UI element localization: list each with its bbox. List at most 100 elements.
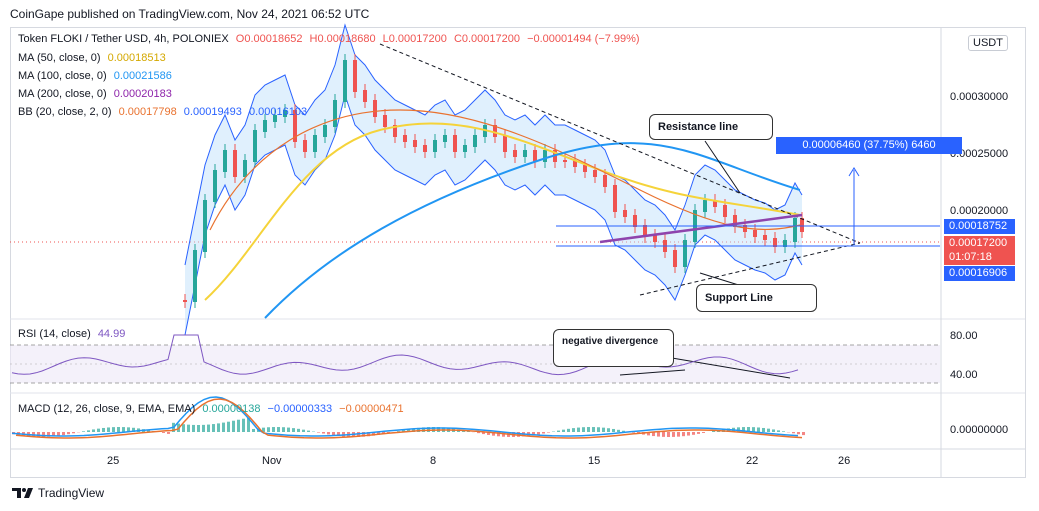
macd-histogram-bar — [607, 428, 610, 432]
candle — [263, 120, 267, 132]
macd-histogram-bar — [557, 430, 560, 432]
macd-histogram-bar — [307, 430, 310, 432]
resistance-callout[interactable]: Resistance line — [649, 114, 773, 140]
price-tag-last: 0.00017200 — [944, 236, 1015, 251]
symbol-title[interactable]: Token FLOKI / Tether USD, 4h, POLONIEX — [18, 33, 229, 45]
macd-histogram-bar — [532, 432, 535, 436]
macd-histogram-bar — [227, 421, 230, 432]
macd-histogram-bar — [417, 427, 420, 432]
macd-signal-line[interactable] — [15, 398, 803, 439]
upper-trendline[interactable] — [379, 43, 861, 244]
rsi-line[interactable] — [11, 334, 799, 376]
divergence-callout[interactable]: negative divergence — [553, 329, 674, 367]
macd-histogram-bar — [37, 432, 40, 437]
x-label-26: 26 — [838, 455, 851, 467]
measure-label[interactable]: 0.00006460 (37.75%) 6460 — [776, 137, 962, 154]
candle — [800, 218, 804, 232]
macd-label: MACD (12, 26, close, 9, EMA, EMA) — [18, 403, 196, 415]
candle — [773, 238, 777, 247]
macd-histogram-bar — [267, 427, 270, 432]
support-callout[interactable]: Support Line — [696, 284, 817, 312]
macd-legend[interactable]: MACD (12, 26, close, 9, EMA, EMA) 0.0000… — [18, 403, 408, 415]
ma100-legend[interactable]: MA (100, close, 0) 0.00021586 — [18, 70, 176, 82]
bb-label: BB (20, close, 2, 0) — [18, 106, 112, 118]
macd-histogram-bar — [677, 432, 680, 437]
macd-histogram-bar — [72, 432, 75, 434]
rsi-legend[interactable]: RSI (14, close) 44.99 — [18, 328, 129, 340]
bb-legend[interactable]: BB (20, close, 2, 0) 0.00017798 0.000194… — [18, 106, 311, 118]
macd-histogram-bar — [572, 428, 575, 432]
macd-histogram-bar — [212, 424, 215, 432]
macd-histogram-bar — [762, 427, 765, 432]
macd-line[interactable] — [11, 396, 799, 437]
macd-histogram-bar — [367, 432, 370, 437]
bollinger-band-fill — [185, 25, 802, 335]
price-tag-countdown: 01:07:18 — [944, 250, 1015, 265]
macd-histogram-bar — [187, 424, 190, 432]
macd-histogram-bar — [542, 432, 545, 434]
macd-histogram-bar — [287, 427, 290, 432]
candle — [563, 160, 567, 162]
candle — [183, 300, 187, 302]
candle — [503, 135, 507, 152]
currency-selector[interactable]: USDT — [968, 35, 1008, 51]
macd-histogram-bar — [297, 428, 300, 432]
macd-histogram-bar — [662, 432, 665, 437]
macd-histogram-bar — [332, 432, 335, 436]
ma200-legend[interactable]: MA (200, close, 0) 0.00020183 — [18, 88, 176, 100]
candle — [493, 125, 497, 137]
price-tag-support: 0.00016906 — [944, 266, 1015, 281]
macd-histogram-bar — [477, 432, 480, 434]
macd-histogram-bar — [647, 432, 650, 436]
rsi-lower-label: 40.00 — [950, 369, 978, 381]
purple-neckline[interactable] — [599, 213, 803, 244]
macd-histogram-bar — [322, 432, 325, 434]
candle — [583, 165, 587, 172]
macd-histogram-bar — [262, 427, 265, 432]
macd-histogram-bar — [797, 432, 800, 435]
candle — [593, 170, 597, 177]
publish-header: CoinGape published on TradingView.com, N… — [10, 7, 370, 21]
macd-histogram-bar — [782, 431, 785, 432]
candle — [363, 90, 367, 102]
macd-histogram-bar — [687, 432, 690, 436]
macd-histogram-bar — [757, 427, 760, 432]
macd-histogram-bar — [202, 424, 205, 432]
candle — [683, 240, 687, 267]
macd-histogram-bar — [692, 432, 695, 435]
candle — [523, 150, 527, 157]
lower-trendline[interactable] — [639, 242, 861, 296]
macd-histogram-bar — [492, 432, 495, 436]
ma50-label: MA (50, close, 0) — [18, 52, 101, 64]
footer-brand[interactable]: TradingView — [12, 486, 104, 500]
candle — [643, 225, 647, 237]
macd-histogram-bar — [547, 432, 550, 433]
candle — [473, 135, 477, 147]
candle — [413, 140, 417, 147]
macd-histogram-bar — [252, 428, 255, 432]
ma50-line[interactable] — [204, 122, 801, 301]
macd-histogram-bar — [802, 432, 805, 436]
candle — [673, 250, 677, 267]
rsi-label: RSI (14, close) — [18, 328, 91, 340]
macd-histogram-bar — [702, 432, 705, 433]
candle — [283, 110, 287, 117]
macd-signal-value: −0.00000471 — [339, 403, 404, 415]
ma50-legend[interactable]: MA (50, close, 0) 0.00018513 — [18, 52, 170, 64]
macd-histogram-bar — [217, 423, 220, 432]
candle — [443, 135, 447, 142]
ohlc-low: L0.00017200 — [382, 33, 447, 45]
ohlc-change: −0.00001494 (−7.99%) — [527, 33, 640, 45]
bb-upper-value: 0.00019493 — [183, 106, 242, 118]
macd-histogram-bar — [402, 430, 405, 432]
candle — [633, 215, 637, 227]
ma100-line[interactable] — [264, 142, 801, 319]
macd-histogram-bar — [482, 432, 485, 435]
macd-histogram-bar — [777, 430, 780, 432]
candle — [723, 205, 727, 217]
candle — [303, 140, 307, 152]
candle — [703, 200, 707, 212]
candle — [243, 160, 247, 177]
candle — [353, 60, 357, 92]
